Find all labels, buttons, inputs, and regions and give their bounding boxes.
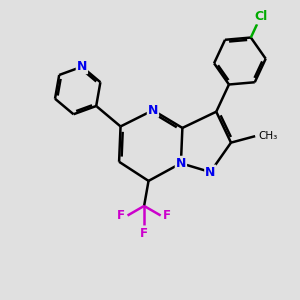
Text: N: N [148,104,158,117]
Text: N: N [176,157,186,170]
Text: F: F [163,209,171,222]
Text: F: F [140,227,148,240]
Text: Cl: Cl [254,10,267,23]
Text: CH₃: CH₃ [259,131,278,141]
Text: F: F [117,209,125,222]
Text: N: N [205,166,215,178]
Text: N: N [77,60,87,73]
